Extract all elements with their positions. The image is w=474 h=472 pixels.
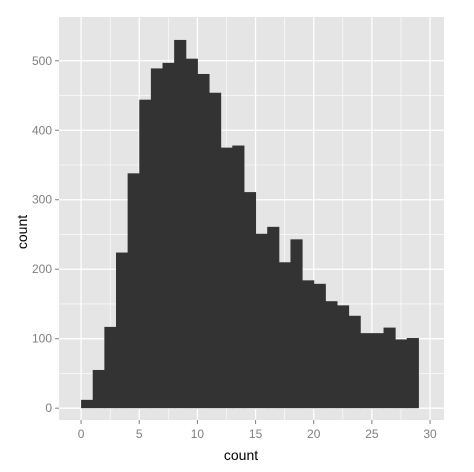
histogram-bar (267, 226, 280, 409)
histogram-bar (127, 173, 140, 409)
histogram-bar (162, 62, 175, 409)
histogram-bar (81, 399, 94, 409)
x-tick-label: 10 (191, 427, 205, 441)
y-axis-ticks: 0 100 200 300 400 500 (32, 54, 59, 415)
histogram-bar (197, 73, 210, 409)
histogram-bar (406, 338, 419, 409)
x-tick-label: 30 (423, 427, 437, 441)
x-tick-label: 20 (307, 427, 321, 441)
histogram-bar (348, 315, 361, 409)
histogram-bar (243, 192, 257, 409)
histogram-bar (395, 339, 408, 409)
histogram-bar (278, 262, 291, 409)
histogram-bar (92, 369, 105, 409)
x-axis-title: count (224, 447, 258, 463)
histogram-bars (81, 39, 419, 409)
histogram-bar (383, 327, 396, 409)
x-tick-label: 0 (78, 427, 85, 441)
histogram-bar (325, 301, 338, 409)
histogram-bar (290, 239, 303, 409)
y-tick-label: 200 (32, 262, 52, 276)
y-tick-label: 0 (45, 401, 52, 415)
histogram-bar (150, 68, 164, 409)
histogram-bar (255, 233, 268, 409)
histogram-bar (104, 326, 117, 409)
y-axis-title: count (14, 215, 30, 249)
x-tick-label: 5 (136, 427, 143, 441)
histogram-bar (209, 92, 222, 409)
y-tick-label: 400 (32, 123, 52, 137)
x-axis-ticks: 0 5 10 15 20 25 30 (78, 420, 437, 441)
histogram-bar (185, 58, 198, 409)
histogram-bar (302, 280, 315, 409)
histogram-bar (336, 305, 350, 409)
histogram-bar (371, 333, 385, 409)
histogram-bar (220, 147, 233, 409)
y-tick-label: 100 (32, 332, 52, 346)
y-tick-label: 500 (32, 54, 52, 68)
histogram-bar (232, 145, 245, 409)
histogram-bar (313, 283, 326, 409)
histogram-bar (360, 333, 373, 409)
histogram-bar (139, 99, 152, 409)
y-tick-label: 300 (32, 193, 52, 207)
histogram-bar (174, 39, 187, 409)
x-tick-label: 25 (365, 427, 379, 441)
x-tick-label: 15 (249, 427, 263, 441)
histogram-bar (115, 252, 129, 409)
